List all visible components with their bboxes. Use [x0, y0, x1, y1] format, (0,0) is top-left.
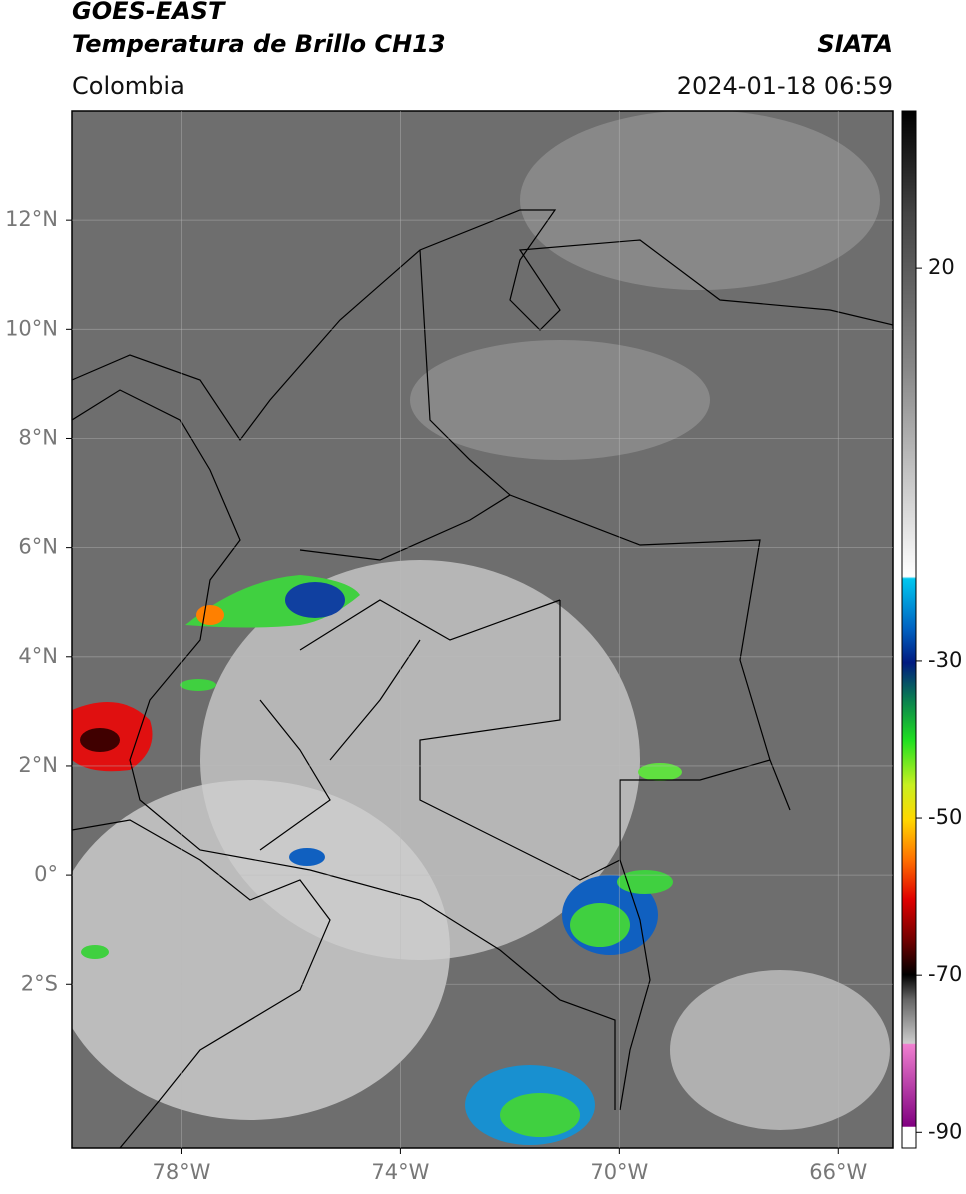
y-tick-label: 8°N	[18, 425, 58, 449]
x-tick-label: 78°W	[152, 1160, 210, 1184]
y-tick-label: 2°N	[18, 753, 58, 777]
colorbar	[901, 110, 917, 1149]
colorbar-label: -70	[928, 962, 962, 986]
satellite-image	[72, 111, 893, 1148]
colorbar-label: -50	[928, 805, 962, 829]
x-tick-label: 74°W	[371, 1160, 429, 1184]
y-tick-label: 10°N	[5, 316, 58, 340]
map-frame	[71, 110, 894, 1149]
colorbar-label: 20	[928, 255, 955, 279]
source: SIATA	[817, 30, 893, 58]
y-tick-label: 2°S	[21, 971, 58, 995]
colorbar-label: -30	[928, 648, 962, 672]
title: GOES-EAST	[72, 0, 226, 25]
datetime: 2024-01-18 06:59	[677, 72, 893, 100]
y-tick-label: 0°	[34, 862, 58, 886]
colorbar-label: -90	[928, 1119, 962, 1143]
y-tick-label: 12°N	[5, 207, 58, 231]
region: Colombia	[72, 72, 185, 100]
y-tick-label: 6°N	[18, 535, 58, 559]
x-tick-label: 66°W	[809, 1160, 867, 1184]
y-tick-label: 4°N	[18, 644, 58, 668]
subtitle: Temperatura de Brillo CH13	[72, 30, 446, 58]
x-tick-label: 70°W	[590, 1160, 648, 1184]
